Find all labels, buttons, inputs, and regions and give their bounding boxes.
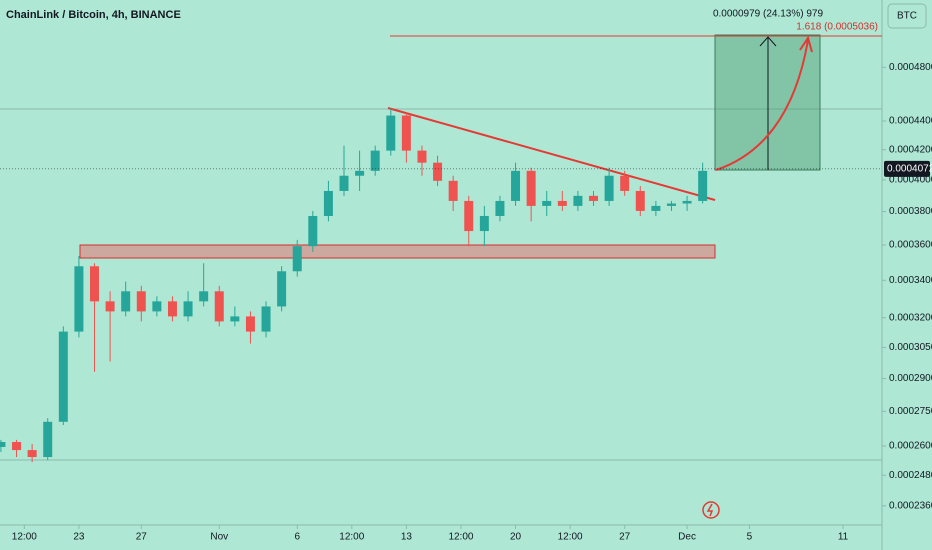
x-tick-label: 12:00 bbox=[12, 532, 37, 543]
candle-body bbox=[386, 115, 396, 151]
measure-arrow-head bbox=[759, 36, 777, 47]
candle-body bbox=[121, 291, 131, 312]
y-tick-label: 0.0002360 bbox=[889, 500, 932, 511]
candle-body bbox=[43, 421, 53, 458]
candle-body bbox=[511, 170, 521, 201]
candle-body bbox=[557, 200, 567, 206]
candle-body bbox=[417, 150, 427, 163]
x-tick-label: Dec bbox=[678, 532, 696, 543]
candle-body bbox=[589, 195, 599, 201]
x-tick-label: 6 bbox=[294, 532, 300, 543]
candle-body bbox=[277, 271, 287, 307]
candle-body bbox=[542, 200, 552, 206]
x-tick-label: 27 bbox=[619, 532, 631, 543]
target-label: 1.618 (0.0005036) bbox=[796, 22, 878, 33]
x-tick-label: 13 bbox=[401, 532, 413, 543]
candle-body bbox=[323, 190, 333, 216]
candle-body bbox=[261, 306, 271, 332]
candle-body bbox=[0, 441, 6, 447]
candle-body bbox=[620, 175, 630, 191]
last-price-tag bbox=[884, 160, 930, 177]
position-label: 0.0000979 (24.13%) 979 bbox=[713, 9, 824, 20]
candle-body bbox=[526, 170, 536, 206]
candle-body bbox=[308, 215, 318, 247]
x-tick-label: 27 bbox=[136, 532, 148, 543]
x-tick-label: 20 bbox=[510, 532, 522, 543]
trend-line bbox=[387, 107, 716, 201]
candle-body bbox=[214, 291, 224, 322]
x-tick-label: Nov bbox=[210, 532, 228, 543]
y-tick-label: 0.0003050 bbox=[889, 342, 932, 353]
candle-body bbox=[401, 115, 411, 151]
y-tick-label: 0.0002600 bbox=[889, 441, 932, 452]
candle-body bbox=[167, 301, 177, 317]
candle-body bbox=[136, 291, 146, 312]
candle-body bbox=[666, 203, 676, 206]
candle-body bbox=[245, 316, 255, 332]
candle-body bbox=[495, 200, 505, 216]
x-tick-label: 5 bbox=[747, 532, 753, 543]
candle-body bbox=[698, 170, 708, 201]
candle-body bbox=[183, 301, 193, 317]
y-tick-label: 0.0002750 bbox=[889, 406, 932, 417]
candle-body bbox=[12, 441, 22, 451]
x-tick-label: 11 bbox=[838, 532, 849, 543]
candle-body bbox=[479, 215, 489, 232]
x-tick-label: 12:00 bbox=[558, 532, 583, 543]
candle-body bbox=[635, 190, 645, 211]
candle-body bbox=[651, 205, 661, 211]
candle-body bbox=[682, 200, 692, 204]
candle-body bbox=[58, 331, 68, 422]
candle-body bbox=[339, 175, 349, 191]
projection-curve bbox=[715, 39, 809, 171]
y-tick-label: 0.0003600 bbox=[889, 240, 932, 251]
candle-body bbox=[448, 180, 458, 201]
candle-body bbox=[573, 195, 583, 206]
event-icon-bolt[interactable] bbox=[706, 503, 714, 517]
chart-title: ChainLink / Bitcoin, 4h, BINANCE bbox=[6, 9, 181, 21]
event-icon[interactable] bbox=[702, 501, 720, 519]
candle-body bbox=[604, 175, 614, 201]
x-tick-label: 23 bbox=[73, 532, 85, 543]
y-tick-label: 0.0003800 bbox=[889, 206, 932, 217]
y-tick-label: 0.0004800 bbox=[889, 62, 932, 73]
y-tick-label: 0.0004200 bbox=[889, 144, 932, 155]
candle-body bbox=[292, 246, 302, 272]
x-tick-label: 12:00 bbox=[448, 532, 473, 543]
candle-body bbox=[152, 301, 162, 312]
candle-body bbox=[464, 200, 474, 232]
y-tick-label: 0.0003200 bbox=[889, 312, 932, 323]
y-tick-label: 0.0003400 bbox=[889, 275, 932, 286]
y-tick-label: 0.0002900 bbox=[889, 373, 932, 384]
candle-body bbox=[90, 266, 99, 302]
y-tick-label: 0.0002480 bbox=[889, 470, 932, 481]
last-price-label: 0.0004072 bbox=[887, 164, 932, 175]
candle-body bbox=[74, 266, 84, 332]
x-tick-label: 12:00 bbox=[339, 532, 364, 543]
currency-button-label[interactable]: BTC bbox=[897, 11, 917, 22]
currency-button[interactable] bbox=[887, 3, 927, 29]
candle-body bbox=[230, 316, 240, 322]
candle-body bbox=[433, 162, 443, 181]
candle-body bbox=[27, 450, 37, 458]
support-zone bbox=[79, 244, 716, 259]
candle-body bbox=[105, 301, 115, 312]
candle-body bbox=[199, 291, 209, 302]
projection-arrow-head bbox=[799, 35, 813, 53]
candle-body bbox=[370, 150, 380, 171]
candle-body bbox=[355, 170, 365, 176]
y-tick-label: 0.0004000 bbox=[889, 175, 932, 186]
y-tick-label: 0.0004400 bbox=[889, 116, 932, 127]
